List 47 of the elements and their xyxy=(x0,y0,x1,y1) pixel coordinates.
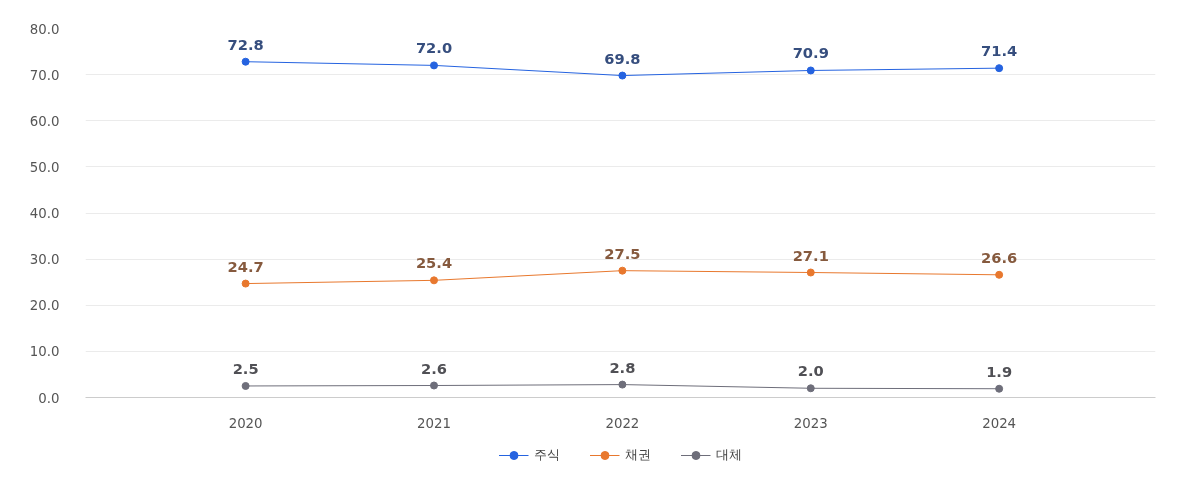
legend-label: 채권 xyxy=(624,446,651,464)
point xyxy=(995,270,1004,279)
x-tick-label: 2022 xyxy=(605,415,640,431)
point xyxy=(241,279,250,288)
data-label: 70.9 xyxy=(792,44,829,62)
point xyxy=(241,381,250,390)
y-tick-label: 60.0 xyxy=(29,113,60,129)
data-label: 2.6 xyxy=(421,359,447,377)
data-label: 2.0 xyxy=(797,362,824,380)
data-label: 2.5 xyxy=(232,359,259,377)
data-label: 72.8 xyxy=(227,35,264,53)
point xyxy=(618,266,627,275)
point xyxy=(618,380,627,389)
x-tick-label: 2024 xyxy=(982,415,1017,431)
point xyxy=(430,381,438,390)
point xyxy=(806,384,815,393)
y-tick-label: 80.0 xyxy=(29,21,60,37)
data-label: 1.9 xyxy=(986,362,1013,380)
point xyxy=(995,64,1004,73)
y-tick-label: 0.0 xyxy=(38,390,60,406)
data-label: 26.6 xyxy=(981,248,1018,266)
data-label: 24.7 xyxy=(227,257,264,275)
data-label: 69.8 xyxy=(604,49,641,67)
point xyxy=(806,268,815,277)
y-tick-label: 10.0 xyxy=(29,344,60,360)
data-label: 72.0 xyxy=(415,39,453,57)
x-tick-label: 2021 xyxy=(417,415,451,431)
data-label: 27.5 xyxy=(604,244,641,262)
data-label: 2.8 xyxy=(609,358,636,376)
point xyxy=(806,66,815,75)
x-tick-label: 2020 xyxy=(228,415,263,431)
y-tick-label: 70.0 xyxy=(29,67,60,83)
legend-label: 대체 xyxy=(715,446,742,464)
point xyxy=(430,276,438,285)
data-label: 25.4 xyxy=(415,254,453,272)
y-tick-label: 40.0 xyxy=(29,206,60,221)
legend-label: 주식 xyxy=(533,446,560,464)
data-label: 27.1 xyxy=(792,246,829,264)
point xyxy=(995,384,1004,393)
point xyxy=(618,71,627,80)
point xyxy=(241,57,250,66)
point xyxy=(430,61,438,70)
data-label: 71.4 xyxy=(981,42,1018,60)
x-tick-label: 2023 xyxy=(793,415,828,431)
y-tick-label: 50.0 xyxy=(29,159,60,175)
y-tick-label: 20.0 xyxy=(29,298,60,314)
y-tick-label: 30.0 xyxy=(29,252,60,268)
